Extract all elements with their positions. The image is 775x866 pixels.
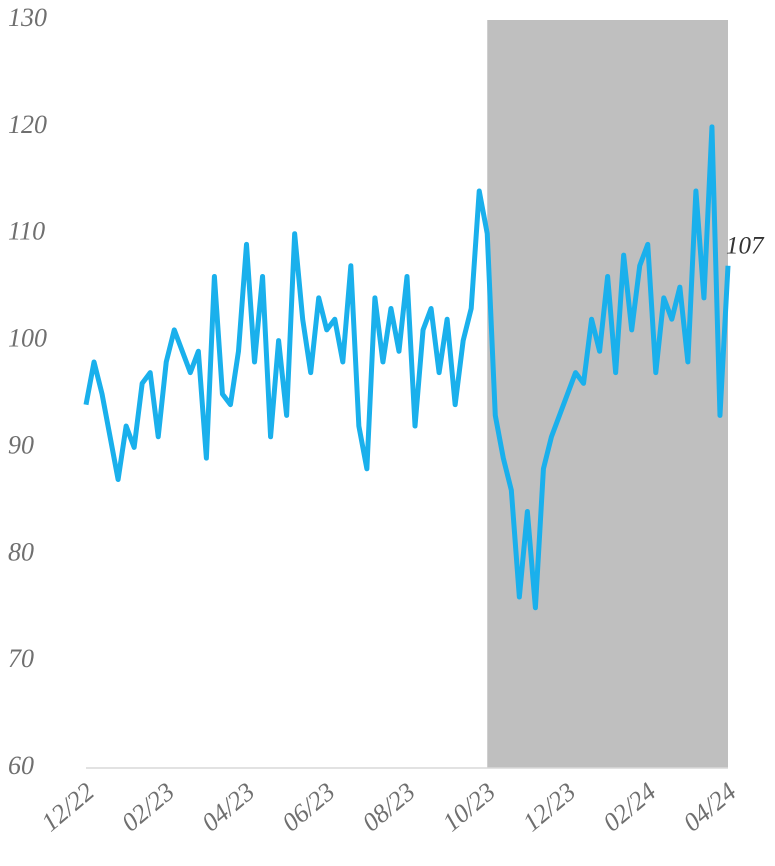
y-tick-label: 120	[8, 110, 47, 139]
y-tick-label: 70	[8, 644, 34, 673]
x-tick-label: 02/24	[597, 777, 661, 837]
y-tick-label: 60	[8, 751, 34, 780]
y-tick-label: 100	[8, 324, 47, 353]
y-tick-label: 90	[8, 430, 34, 459]
shaded-region	[487, 20, 728, 768]
x-tick-label: 06/23	[276, 777, 340, 837]
x-tick-label: 04/23	[196, 777, 260, 837]
y-tick-label: 80	[8, 537, 34, 566]
x-tick-label: 02/23	[116, 777, 180, 837]
end-label: 107	[726, 233, 765, 260]
x-tick-label: 04/24	[678, 777, 742, 837]
x-tick-label: 12/22	[36, 777, 100, 837]
line	[83, 124, 731, 611]
y-tick-label: 110	[8, 217, 45, 246]
y-tick-label: 130	[8, 3, 47, 32]
x-tick-label: 10/23	[437, 777, 501, 837]
x-tick-label: 12/23	[517, 777, 581, 837]
x-tick-label: 08/23	[357, 777, 421, 837]
